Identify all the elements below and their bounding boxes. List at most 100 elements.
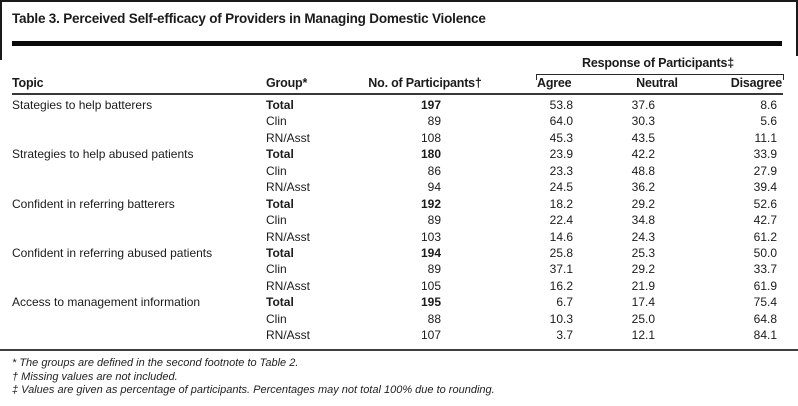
- cell-disagree: 75.4: [753, 295, 777, 310]
- cell-topic: Stategies to help batterers: [12, 98, 153, 112]
- table-row: Clin 88 10.3 25.0 64.8: [12, 311, 777, 327]
- cell-topic: [12, 212, 266, 228]
- cell-topic: Strategies to help abused patients: [12, 147, 194, 162]
- cell-group: Clin: [266, 311, 287, 326]
- cell-topic: [12, 179, 266, 195]
- cell-group: Total: [266, 98, 294, 112]
- cell-disagree: 33.7: [753, 262, 777, 277]
- cell-topic: [12, 311, 266, 327]
- column-header-neutral: Neutral: [636, 76, 678, 90]
- spanner-bracket: [536, 74, 784, 80]
- cell-neutral: 24.3: [631, 229, 655, 244]
- cell-disagree: 5.6: [760, 114, 777, 129]
- frame-top-edge: [0, 0, 798, 2]
- cell-participants: 105: [420, 278, 441, 293]
- cell-agree: 53.8: [549, 98, 573, 112]
- cell-participants: 197: [420, 98, 441, 112]
- cell-group: Clin: [266, 114, 287, 129]
- cell-neutral: 34.8: [631, 213, 655, 228]
- footnote-missing: † Missing values are not included.: [12, 370, 178, 383]
- cell-participants: 103: [420, 229, 441, 244]
- table-row: RN/Asst 103 14.6 24.3 61.2: [12, 229, 777, 245]
- table-row: Clin 86 23.3 48.8 27.9: [12, 163, 777, 179]
- cell-agree: 23.9: [549, 147, 573, 162]
- table-row: RN/Asst 94 24.5 36.2 39.4: [12, 179, 777, 195]
- table-row: RN/Asst 107 3.7 12.1 84.1: [12, 327, 777, 343]
- cell-group: Clin: [266, 262, 287, 277]
- cell-topic: [12, 278, 266, 294]
- table-row: Confident in referring batterers Total 1…: [12, 196, 777, 212]
- cell-neutral: 17.4: [631, 295, 655, 310]
- cell-topic: [12, 163, 266, 179]
- cell-disagree: 50.0: [753, 245, 777, 260]
- cell-topic: Access to management information: [12, 295, 201, 310]
- cell-agree: 14.6: [549, 229, 573, 244]
- cell-neutral: 29.2: [631, 262, 655, 277]
- cell-agree: 10.3: [549, 311, 573, 326]
- cell-disagree: 8.6: [760, 98, 777, 112]
- cell-disagree: 39.4: [753, 180, 777, 195]
- cell-group: Total: [266, 245, 294, 260]
- table-row: RN/Asst 108 45.3 43.5 11.1: [12, 130, 777, 146]
- cell-participants: 88: [427, 311, 441, 326]
- cell-agree: 64.0: [549, 114, 573, 129]
- cell-disagree: 11.1: [754, 130, 777, 145]
- cell-participants: 195: [420, 295, 441, 310]
- column-header-group: Group*: [266, 76, 308, 90]
- cell-neutral: 12.1: [631, 328, 655, 343]
- cell-disagree: 84.1: [753, 328, 777, 343]
- cell-topic: [12, 229, 266, 245]
- table-body: Stategies to help batterers Total 197 53…: [12, 97, 777, 344]
- cell-participants: 108: [420, 130, 441, 145]
- cell-disagree: 33.9: [753, 147, 777, 162]
- table-row: RN/Asst 105 16.2 21.9 61.9: [12, 278, 777, 294]
- cell-disagree: 61.9: [753, 278, 777, 293]
- cell-neutral: 48.8: [631, 163, 655, 178]
- cell-agree: 45.3: [549, 130, 573, 145]
- spanner-header: Response of Participants‡: [582, 56, 734, 70]
- cell-group: Total: [266, 147, 294, 162]
- cell-agree: 6.7: [556, 295, 573, 310]
- cell-neutral: 29.2: [631, 196, 655, 211]
- cell-group: RN/Asst: [266, 328, 311, 343]
- cell-topic: [12, 130, 266, 146]
- cell-group: Total: [266, 295, 294, 310]
- cell-neutral: 37.6: [631, 98, 655, 112]
- column-header-agree: Agree: [537, 76, 572, 90]
- cell-neutral: 25.0: [631, 311, 655, 326]
- cell-topic: Confident in referring batterers: [12, 196, 175, 211]
- cell-agree: 22.4: [549, 213, 573, 228]
- cell-participants: 192: [420, 196, 441, 211]
- cell-neutral: 36.2: [631, 180, 655, 195]
- cell-agree: 25.8: [549, 245, 573, 260]
- cell-disagree: 42.7: [753, 213, 777, 228]
- cell-neutral: 25.3: [631, 245, 655, 260]
- cell-disagree: 52.6: [753, 196, 777, 211]
- cell-agree: 37.1: [549, 262, 573, 277]
- cell-group: RN/Asst: [266, 278, 311, 293]
- cell-topic: [12, 113, 266, 129]
- footnotes: * The groups are defined in the second f…: [12, 357, 495, 398]
- column-header-participants: No. of Participants†: [368, 76, 482, 90]
- table-row: Stategies to help batterers Total 197 53…: [12, 97, 777, 113]
- cell-group: Clin: [266, 163, 287, 178]
- frame-left-edge: [0, 0, 2, 60]
- cell-participants: 89: [427, 213, 441, 228]
- table-row: Clin 89 64.0 30.3 5.6: [12, 113, 777, 129]
- cell-topic: [12, 261, 266, 277]
- bottom-rule: [0, 349, 798, 351]
- cell-agree: 24.5: [549, 180, 573, 195]
- cell-neutral: 43.5: [631, 130, 655, 145]
- cell-agree: 16.2: [549, 278, 573, 293]
- cell-group: Clin: [266, 213, 287, 228]
- table-title: Table 3. Perceived Self-efficacy of Prov…: [12, 11, 486, 26]
- table-row: Access to management information Total 1…: [12, 294, 777, 310]
- table-row: Clin 89 37.1 29.2 33.7: [12, 261, 777, 277]
- cell-disagree: 64.8: [753, 311, 777, 326]
- frame-right-edge: [796, 0, 798, 56]
- footnote-groups: * The groups are defined in the second f…: [12, 357, 299, 369]
- cell-disagree: 61.2: [753, 229, 777, 244]
- cell-agree: 23.3: [549, 163, 573, 178]
- cell-group: Total: [266, 196, 294, 211]
